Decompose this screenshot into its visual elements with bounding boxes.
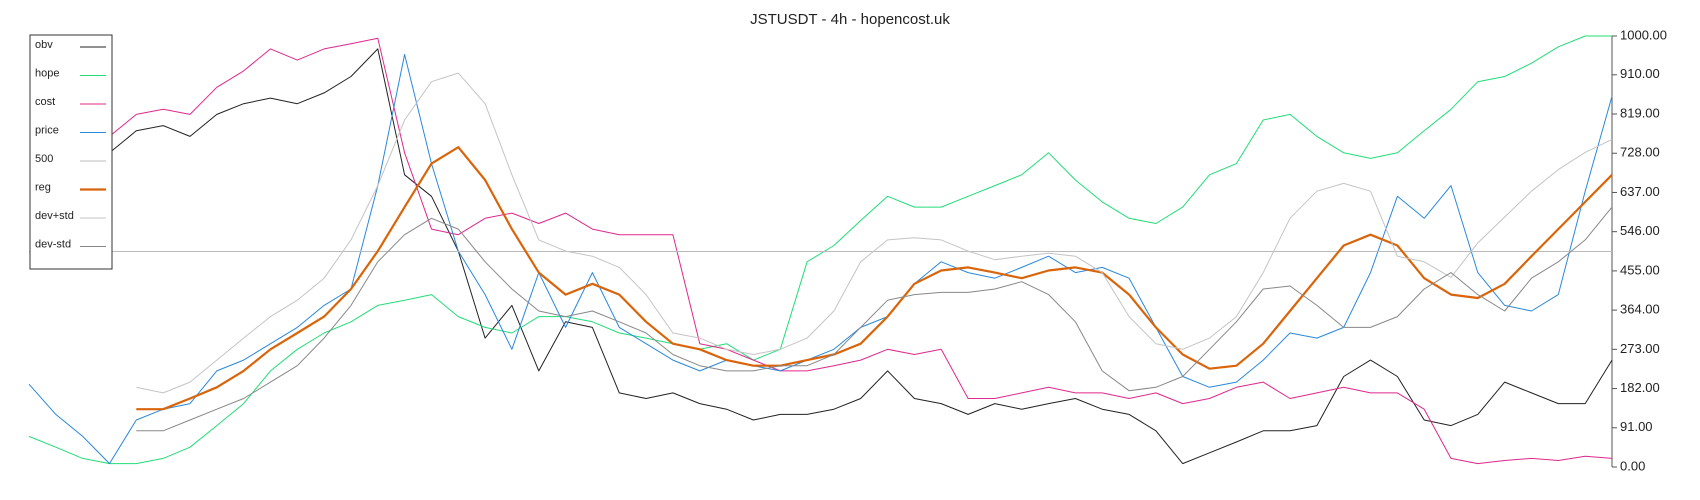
y-tick-label: 455.00 (1620, 262, 1660, 277)
y-tick-label: 1000.00 (1620, 27, 1667, 42)
legend-label: hope (35, 67, 59, 79)
y-tick-label: 91.00 (1620, 419, 1653, 434)
y-tick-label: 728.00 (1620, 145, 1660, 160)
legend-label: cost (35, 96, 55, 108)
y-tick-label: 182.00 (1620, 380, 1660, 395)
y-tick-label: 273.00 (1620, 341, 1660, 356)
legend-label: reg (35, 181, 51, 193)
series-line (136, 146, 1613, 411)
y-tick-label: 546.00 (1620, 223, 1660, 238)
y-tick-label: 364.00 (1620, 302, 1660, 317)
series-line (109, 37, 1613, 465)
chart-title: JSTUSDT - 4h - hopencost.uk (750, 11, 950, 28)
series-line (136, 206, 1613, 432)
legend-box (29, 34, 113, 270)
legend-label: 500 (35, 153, 53, 165)
series-line (28, 54, 1613, 465)
y-tick-label: 637.00 (1620, 184, 1660, 199)
legend-label: dev+std (35, 210, 74, 222)
y-tick-label: 819.00 (1620, 105, 1660, 120)
legend-label: obv (35, 39, 53, 51)
series-line (136, 72, 1613, 394)
legend-label: dev-std (35, 238, 71, 250)
y-tick-label: 0.00 (1620, 458, 1645, 473)
legend-label: price (35, 124, 59, 136)
series-line (109, 48, 1613, 465)
series-line (28, 35, 1612, 465)
y-tick-label: 910.00 (1620, 66, 1660, 81)
